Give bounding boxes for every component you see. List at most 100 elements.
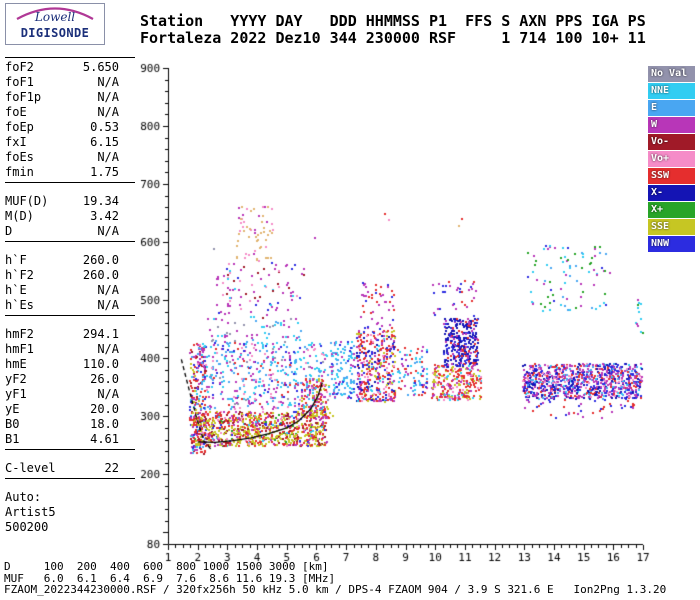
param-label: B1: [5, 432, 20, 446]
param-row: h`F2 260.0: [5, 268, 119, 283]
param-label: yE: [5, 402, 20, 416]
param-row: foF2 5.650: [5, 60, 119, 75]
param-group: MUF(D) 19.34 M(D) 3.42 D N/A: [5, 192, 135, 242]
param-row: B1 4.61: [5, 432, 119, 447]
param-label: M(D): [5, 209, 34, 223]
param-value: 5.650: [82, 60, 119, 74]
param-row: MUF(D) 19.34: [5, 194, 119, 209]
param-row: h`E N/A: [5, 283, 119, 298]
param-label: h`F2: [5, 268, 34, 282]
param-value: N/A: [97, 105, 119, 119]
param-label: hmF2: [5, 327, 34, 341]
param-group: C-level 22: [5, 459, 135, 479]
legend-entry-no-val: No Val: [648, 66, 695, 82]
logo-lowell-text: Lowell: [34, 10, 76, 24]
param-row: h`Es N/A: [5, 298, 119, 313]
legend-entry-nne: NNE: [648, 83, 695, 99]
param-label: foEs: [5, 150, 34, 164]
param-row: C-level 22: [5, 461, 119, 476]
param-row: hmE 110.0: [5, 357, 119, 372]
logo-arc-icon: [16, 7, 94, 20]
legend-entry-x+: X+: [648, 202, 695, 218]
param-row: foE N/A: [5, 105, 119, 120]
param-value: N/A: [97, 150, 119, 164]
legend-entry-nnw: NNW: [648, 236, 695, 252]
param-row: hmF1 N/A: [5, 342, 119, 357]
param-group: Auto: Artist5 500200: [5, 488, 135, 537]
param-label: h`E: [5, 283, 27, 297]
param-value: 26.0: [90, 372, 119, 386]
param-label: hmE: [5, 357, 27, 371]
direction-legend: No Val NNE E W Vo- Vo+ SSW X- X+ SSE NNW: [648, 66, 695, 253]
param-value: 3.42: [90, 209, 119, 223]
param-row: D N/A: [5, 224, 119, 239]
param-label: yF1: [5, 387, 27, 401]
station-header: Station YYYY DAY DDD HHMMSS P1 FFS S AXN…: [140, 13, 646, 47]
param-row: fmin 1.75: [5, 165, 119, 180]
param-value: 22: [104, 461, 119, 475]
header-column-titles: Station YYYY DAY DDD HHMMSS P1 FFS S AXN…: [140, 12, 646, 30]
param-value: 110.0: [82, 357, 119, 371]
param-label: h`Es: [5, 298, 34, 312]
param-value: 294.1: [82, 327, 119, 341]
param-value: N/A: [97, 342, 119, 356]
param-row: 500200: [5, 520, 119, 535]
param-value: 4.61: [90, 432, 119, 446]
param-group: h`F 260.0 h`F2 260.0 h`E N/A h`Es N/A: [5, 251, 135, 316]
param-row: foEp 0.53: [5, 120, 119, 135]
param-row: Auto:: [5, 490, 119, 505]
param-label: foF1: [5, 75, 34, 89]
param-label: foF1p: [5, 90, 42, 104]
logo-digisonde-text: DIGISONDE: [20, 26, 90, 40]
param-label: foE: [5, 105, 27, 119]
param-row: yF2 26.0: [5, 372, 119, 387]
param-group: hmF2 294.1 hmF1 N/A hmE 110.0 yF2 26.0 yF1 N/A yE 2…: [5, 325, 135, 450]
param-label: Artist5: [5, 505, 56, 519]
param-value: N/A: [97, 387, 119, 401]
param-value: 19.34: [82, 194, 119, 208]
param-row: fxI 6.15: [5, 135, 119, 150]
footer-file-line: FZAOM_2022344230000.RSF / 320fx256h 50 k…: [4, 583, 667, 596]
param-value: 0.53: [90, 120, 119, 134]
param-row: h`F 260.0: [5, 253, 119, 268]
param-row: foEs N/A: [5, 150, 119, 165]
legend-entry-vo+: Vo+: [648, 151, 695, 167]
legend-entry-e: E: [648, 100, 695, 116]
param-row: Artist5: [5, 505, 119, 520]
param-row: foF1p N/A: [5, 90, 119, 105]
param-row: B0 18.0: [5, 417, 119, 432]
param-value: 6.15: [90, 135, 119, 149]
param-label: B0: [5, 417, 20, 431]
param-row: yE 20.0: [5, 402, 119, 417]
param-group: foF2 5.650 foF1 N/A foF1p N/A foE N/A foEp 0.53 fx…: [5, 57, 135, 183]
param-row: hmF2 294.1: [5, 327, 119, 342]
param-label: C-level: [5, 461, 56, 475]
param-value: N/A: [97, 298, 119, 312]
legend-entry-w: W: [648, 117, 695, 133]
param-label: fmin: [5, 165, 34, 179]
legend-entry-ssw: SSW: [648, 168, 695, 184]
param-label: hmF1: [5, 342, 34, 356]
param-label: Auto:: [5, 490, 42, 504]
param-label: foF2: [5, 60, 34, 74]
param-value: 260.0: [82, 253, 119, 267]
legend-entry-vo-: Vo-: [648, 134, 695, 150]
param-panel: foF2 5.650 foF1 N/A foF1p N/A foE N/A foEp 0.53 fx…: [5, 57, 135, 546]
legend-entry-x-: X-: [648, 185, 695, 201]
param-value: N/A: [97, 75, 119, 89]
param-row: foF1 N/A: [5, 75, 119, 90]
footer-muf-line: MUF 6.0 6.1 6.4 6.9 7.6 8.6 11.6 19.3 [M…: [4, 571, 336, 585]
param-label: h`F: [5, 253, 27, 267]
header-values: Fortaleza 2022 Dez10 344 230000 RSF 1 71…: [140, 29, 646, 47]
param-label: yF2: [5, 372, 27, 386]
param-label: D: [5, 224, 13, 238]
param-row: yF1 N/A: [5, 387, 119, 402]
param-value: N/A: [97, 283, 119, 297]
param-value: 20.0: [90, 402, 119, 416]
param-label: foEp: [5, 120, 34, 134]
legend-entry-sse: SSE: [648, 219, 695, 235]
param-value: 1.75: [90, 165, 119, 179]
param-row: M(D) 3.42: [5, 209, 119, 224]
param-label: 500200: [5, 520, 49, 534]
